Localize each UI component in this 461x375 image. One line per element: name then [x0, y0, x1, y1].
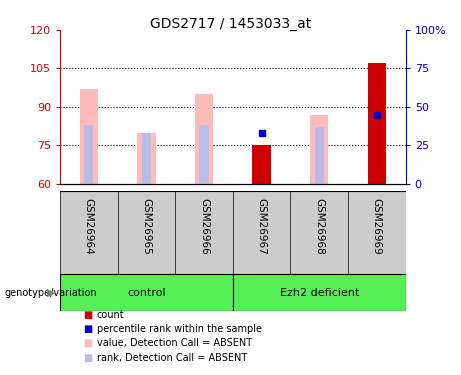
Text: GSM26968: GSM26968: [314, 198, 324, 255]
Bar: [79, 89, 98, 184]
Text: GSM26964: GSM26964: [84, 198, 94, 255]
Bar: [199, 125, 208, 184]
Text: genotype/variation: genotype/variation: [5, 288, 97, 297]
Text: GDS2717 / 1453033_at: GDS2717 / 1453033_at: [150, 17, 311, 31]
Text: percentile rank within the sample: percentile rank within the sample: [97, 324, 262, 334]
Bar: [137, 132, 156, 184]
Bar: [310, 115, 328, 184]
Text: GSM26966: GSM26966: [199, 198, 209, 255]
Bar: [252, 146, 271, 184]
Bar: [84, 125, 93, 184]
Text: value, Detection Call = ABSENT: value, Detection Call = ABSENT: [97, 338, 252, 348]
Text: ■: ■: [83, 352, 92, 363]
Text: GSM26969: GSM26969: [372, 198, 382, 255]
Bar: [142, 132, 151, 184]
Text: Ezh2 deficient: Ezh2 deficient: [279, 288, 359, 297]
Bar: [368, 63, 386, 184]
Text: ▶: ▶: [47, 288, 55, 297]
Text: count: count: [97, 310, 124, 320]
Text: control: control: [127, 288, 165, 297]
Text: rank, Detection Call = ABSENT: rank, Detection Call = ABSENT: [97, 352, 247, 363]
Text: ■: ■: [83, 310, 92, 320]
Text: ■: ■: [83, 324, 92, 334]
Text: GSM26967: GSM26967: [257, 198, 266, 255]
Text: GSM26965: GSM26965: [142, 198, 151, 255]
Text: ■: ■: [83, 338, 92, 348]
Bar: [195, 94, 213, 184]
Bar: [233, 274, 406, 311]
Bar: [372, 115, 382, 184]
Bar: [60, 274, 233, 311]
Bar: [252, 146, 271, 184]
Bar: [368, 63, 386, 184]
Bar: [314, 128, 324, 184]
